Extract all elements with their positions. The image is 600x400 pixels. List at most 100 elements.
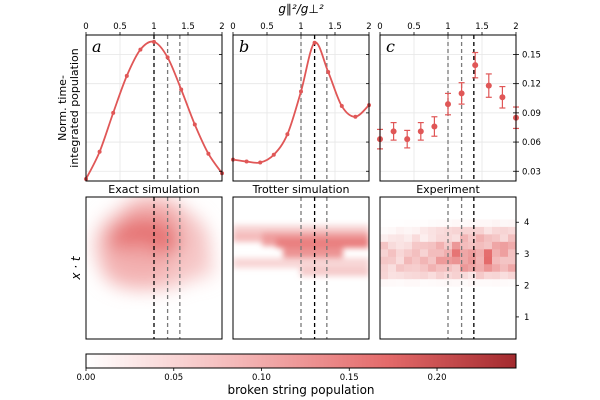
heatmap-cell [420, 197, 429, 205]
heatmap-cell [452, 301, 461, 310]
heatmap-cell [412, 324, 421, 333]
heatmap-cell [412, 271, 421, 280]
heatmap-cell [396, 219, 405, 228]
heatmap-title-experiment: Experiment [416, 183, 480, 196]
heatmap-cell [460, 264, 469, 273]
data-point [152, 39, 156, 44]
heatmap-cell [420, 204, 429, 213]
heatmap-cell [412, 309, 421, 318]
data-point [206, 151, 211, 156]
data-point [192, 122, 197, 127]
heatmap-cell [468, 197, 477, 205]
heatmap-cell [396, 256, 405, 265]
heatmap-cell [436, 294, 445, 303]
heatmap-cell [484, 197, 493, 205]
heatmap-cell [476, 324, 485, 333]
heatmap-cell [492, 316, 501, 325]
heatmap-cell [388, 264, 397, 273]
data-point [179, 87, 184, 92]
heatmap-cell [428, 211, 437, 220]
heatmap-cell [404, 234, 413, 243]
heatmap-cell [404, 331, 413, 339]
data-point [299, 89, 303, 94]
y-tick-label: 1 [524, 313, 529, 323]
data-point [165, 55, 170, 60]
heatmap-cell [500, 316, 509, 325]
heatmap-cell [396, 286, 405, 295]
data-point [353, 114, 358, 119]
heatmap-cell [492, 211, 501, 220]
heatmap-cell [500, 309, 509, 318]
heatmap-cell [484, 211, 493, 220]
heatmap-cell [388, 219, 397, 228]
heatmap-cell [492, 331, 501, 339]
heatmap-cell [484, 219, 493, 228]
x-tick-label: 2 [219, 22, 224, 32]
heatmap-cell [468, 211, 477, 220]
heatmap-cell [500, 241, 509, 250]
heatmap-cell [508, 286, 516, 295]
heatmap-cell [420, 324, 429, 333]
heatmap-cell [452, 256, 461, 265]
heatmap-cell [380, 204, 389, 213]
heatmap-cell [428, 294, 437, 303]
heatmap-cell [388, 249, 397, 258]
heatmap-cell [396, 234, 405, 243]
x-tick-label: 1 [298, 22, 303, 32]
heatmap-cell [436, 301, 445, 310]
heatmap-cell [452, 316, 461, 325]
heatmap-cell [484, 204, 493, 213]
heatmap-cell [404, 226, 413, 235]
heatmap-cell [476, 264, 485, 273]
heatmap-cell [460, 226, 469, 235]
heatmap-cell [508, 294, 516, 303]
heatmap-cell [508, 219, 516, 228]
data-point [431, 123, 438, 130]
heatmap-cell [500, 204, 509, 213]
heatmap-cell [444, 234, 453, 243]
x-tick-label: 0.5 [113, 22, 127, 32]
heatmap-cell [412, 249, 421, 258]
heatmap-cell [492, 219, 501, 228]
heatmap-cell [380, 226, 389, 235]
heatmap-cell [380, 294, 389, 303]
heatmap-cell [484, 301, 493, 310]
heatmap-cell [460, 249, 469, 258]
x-tick-label: 1 [151, 22, 156, 32]
heatmap-cell [388, 197, 397, 205]
heatmap-cell [476, 249, 485, 258]
y-tick-label: 0.06 [522, 138, 541, 148]
heatmap-cell [444, 219, 453, 228]
heatmap-cell [468, 219, 477, 228]
heatmap-cell [404, 249, 413, 258]
colorbar-tick-label: 0.10 [252, 373, 271, 383]
heatmap-cell [404, 211, 413, 220]
x-tick-label: 0.5 [260, 22, 274, 32]
heatmap-cell [428, 249, 437, 258]
heatmap-cell [468, 264, 477, 273]
heatmap-cell [500, 331, 509, 339]
x-tick-label: 0 [377, 22, 382, 32]
heatmap-cell [500, 271, 509, 280]
heatmap-cell [396, 211, 405, 220]
heatmap-cell [468, 316, 477, 325]
heatmap-cell [436, 219, 445, 228]
heatmap-cell [420, 286, 429, 295]
heatmap-cell [476, 197, 485, 205]
heatmap-cell [452, 271, 461, 280]
heatmap-cell [444, 211, 453, 220]
heatmap-cell [396, 249, 405, 258]
heatmap-cell [468, 256, 477, 265]
heatmap-cell [508, 316, 516, 325]
heatmap-cell [492, 204, 501, 213]
heatmap-cell [460, 234, 469, 243]
heatmap-cell [444, 241, 453, 250]
heatmap-cell [460, 271, 469, 280]
colorbar-ticks: 0.00 0.05 0.10 0.15 0.20 [77, 368, 446, 383]
heatmap-cell [476, 219, 485, 228]
heatmap-cell [460, 301, 469, 310]
heatmap-cell [476, 226, 485, 235]
y-tick-label: 0.15 [522, 50, 541, 60]
heatmap-cell [484, 294, 493, 303]
